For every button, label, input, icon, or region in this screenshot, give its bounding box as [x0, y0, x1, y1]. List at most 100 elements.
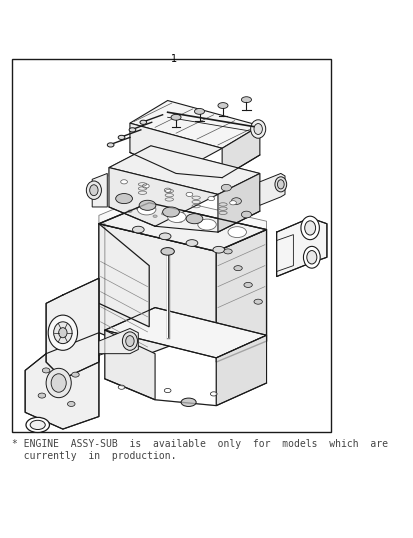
Ellipse shape [26, 417, 49, 433]
Polygon shape [104, 330, 155, 400]
Ellipse shape [38, 393, 45, 398]
Ellipse shape [153, 215, 157, 217]
Ellipse shape [46, 369, 71, 398]
Polygon shape [99, 203, 266, 251]
Ellipse shape [161, 213, 165, 215]
Ellipse shape [121, 180, 127, 184]
Ellipse shape [185, 239, 197, 246]
Polygon shape [104, 308, 266, 358]
Ellipse shape [118, 385, 125, 390]
Polygon shape [99, 224, 149, 327]
Ellipse shape [164, 388, 171, 393]
Ellipse shape [129, 128, 135, 132]
Ellipse shape [229, 201, 236, 205]
Ellipse shape [221, 185, 231, 191]
Ellipse shape [107, 143, 114, 147]
Ellipse shape [185, 214, 202, 224]
Polygon shape [259, 173, 284, 206]
Ellipse shape [180, 398, 196, 407]
Ellipse shape [54, 322, 72, 344]
Polygon shape [99, 329, 138, 353]
Text: * ENGINE  ASSY-SUB  is  available  only  for  models  which  are: * ENGINE ASSY-SUB is available only for … [12, 439, 387, 449]
Ellipse shape [164, 188, 171, 192]
Ellipse shape [67, 401, 75, 407]
Ellipse shape [185, 192, 192, 196]
Ellipse shape [228, 226, 246, 238]
Ellipse shape [132, 226, 144, 233]
Ellipse shape [231, 198, 241, 204]
Ellipse shape [137, 204, 156, 215]
Ellipse shape [212, 246, 224, 253]
Ellipse shape [142, 184, 149, 188]
Ellipse shape [236, 183, 251, 192]
Ellipse shape [156, 164, 171, 172]
Ellipse shape [139, 200, 156, 210]
Polygon shape [25, 332, 99, 429]
Polygon shape [216, 230, 266, 362]
Ellipse shape [233, 266, 242, 271]
Ellipse shape [86, 181, 101, 200]
Ellipse shape [159, 233, 171, 239]
Ellipse shape [122, 332, 137, 350]
Ellipse shape [203, 225, 207, 228]
Ellipse shape [48, 315, 77, 350]
Ellipse shape [243, 282, 252, 287]
Ellipse shape [162, 207, 179, 217]
Ellipse shape [254, 299, 262, 304]
Ellipse shape [194, 109, 204, 115]
Ellipse shape [167, 211, 185, 223]
Ellipse shape [210, 392, 216, 396]
Ellipse shape [42, 368, 50, 373]
Ellipse shape [115, 194, 132, 203]
Ellipse shape [223, 249, 232, 254]
Ellipse shape [59, 328, 67, 338]
Ellipse shape [303, 246, 319, 268]
Ellipse shape [51, 374, 66, 392]
Ellipse shape [241, 211, 251, 218]
Ellipse shape [182, 170, 197, 179]
Ellipse shape [254, 124, 262, 134]
Ellipse shape [209, 177, 224, 185]
Ellipse shape [304, 221, 315, 235]
Ellipse shape [300, 216, 318, 239]
Polygon shape [99, 194, 266, 251]
Ellipse shape [161, 247, 174, 255]
Ellipse shape [186, 217, 190, 220]
Ellipse shape [140, 120, 146, 124]
Ellipse shape [236, 228, 240, 230]
Ellipse shape [228, 230, 232, 232]
Ellipse shape [178, 220, 182, 223]
Polygon shape [222, 126, 259, 178]
Ellipse shape [241, 97, 251, 103]
Ellipse shape [71, 372, 79, 377]
Ellipse shape [128, 210, 132, 213]
Ellipse shape [197, 219, 216, 230]
Ellipse shape [211, 223, 215, 225]
Ellipse shape [118, 135, 125, 139]
Polygon shape [46, 278, 99, 379]
Text: 1: 1 [170, 54, 176, 65]
Ellipse shape [171, 115, 180, 120]
Polygon shape [217, 173, 259, 232]
Polygon shape [130, 101, 259, 148]
Ellipse shape [136, 207, 140, 210]
Ellipse shape [30, 420, 45, 429]
Polygon shape [92, 173, 107, 207]
Ellipse shape [207, 196, 214, 201]
Text: currently  in  production.: currently in production. [12, 451, 176, 461]
Ellipse shape [217, 103, 228, 109]
Polygon shape [99, 224, 216, 353]
Polygon shape [276, 218, 326, 277]
Ellipse shape [274, 177, 286, 192]
Ellipse shape [90, 185, 98, 196]
Polygon shape [216, 335, 266, 406]
Ellipse shape [306, 251, 316, 264]
Polygon shape [130, 123, 222, 173]
Bar [12, 59, 330, 431]
Ellipse shape [250, 120, 265, 138]
Polygon shape [109, 146, 259, 190]
Polygon shape [109, 146, 259, 194]
Polygon shape [109, 167, 217, 226]
Ellipse shape [277, 180, 283, 189]
Ellipse shape [126, 336, 134, 346]
